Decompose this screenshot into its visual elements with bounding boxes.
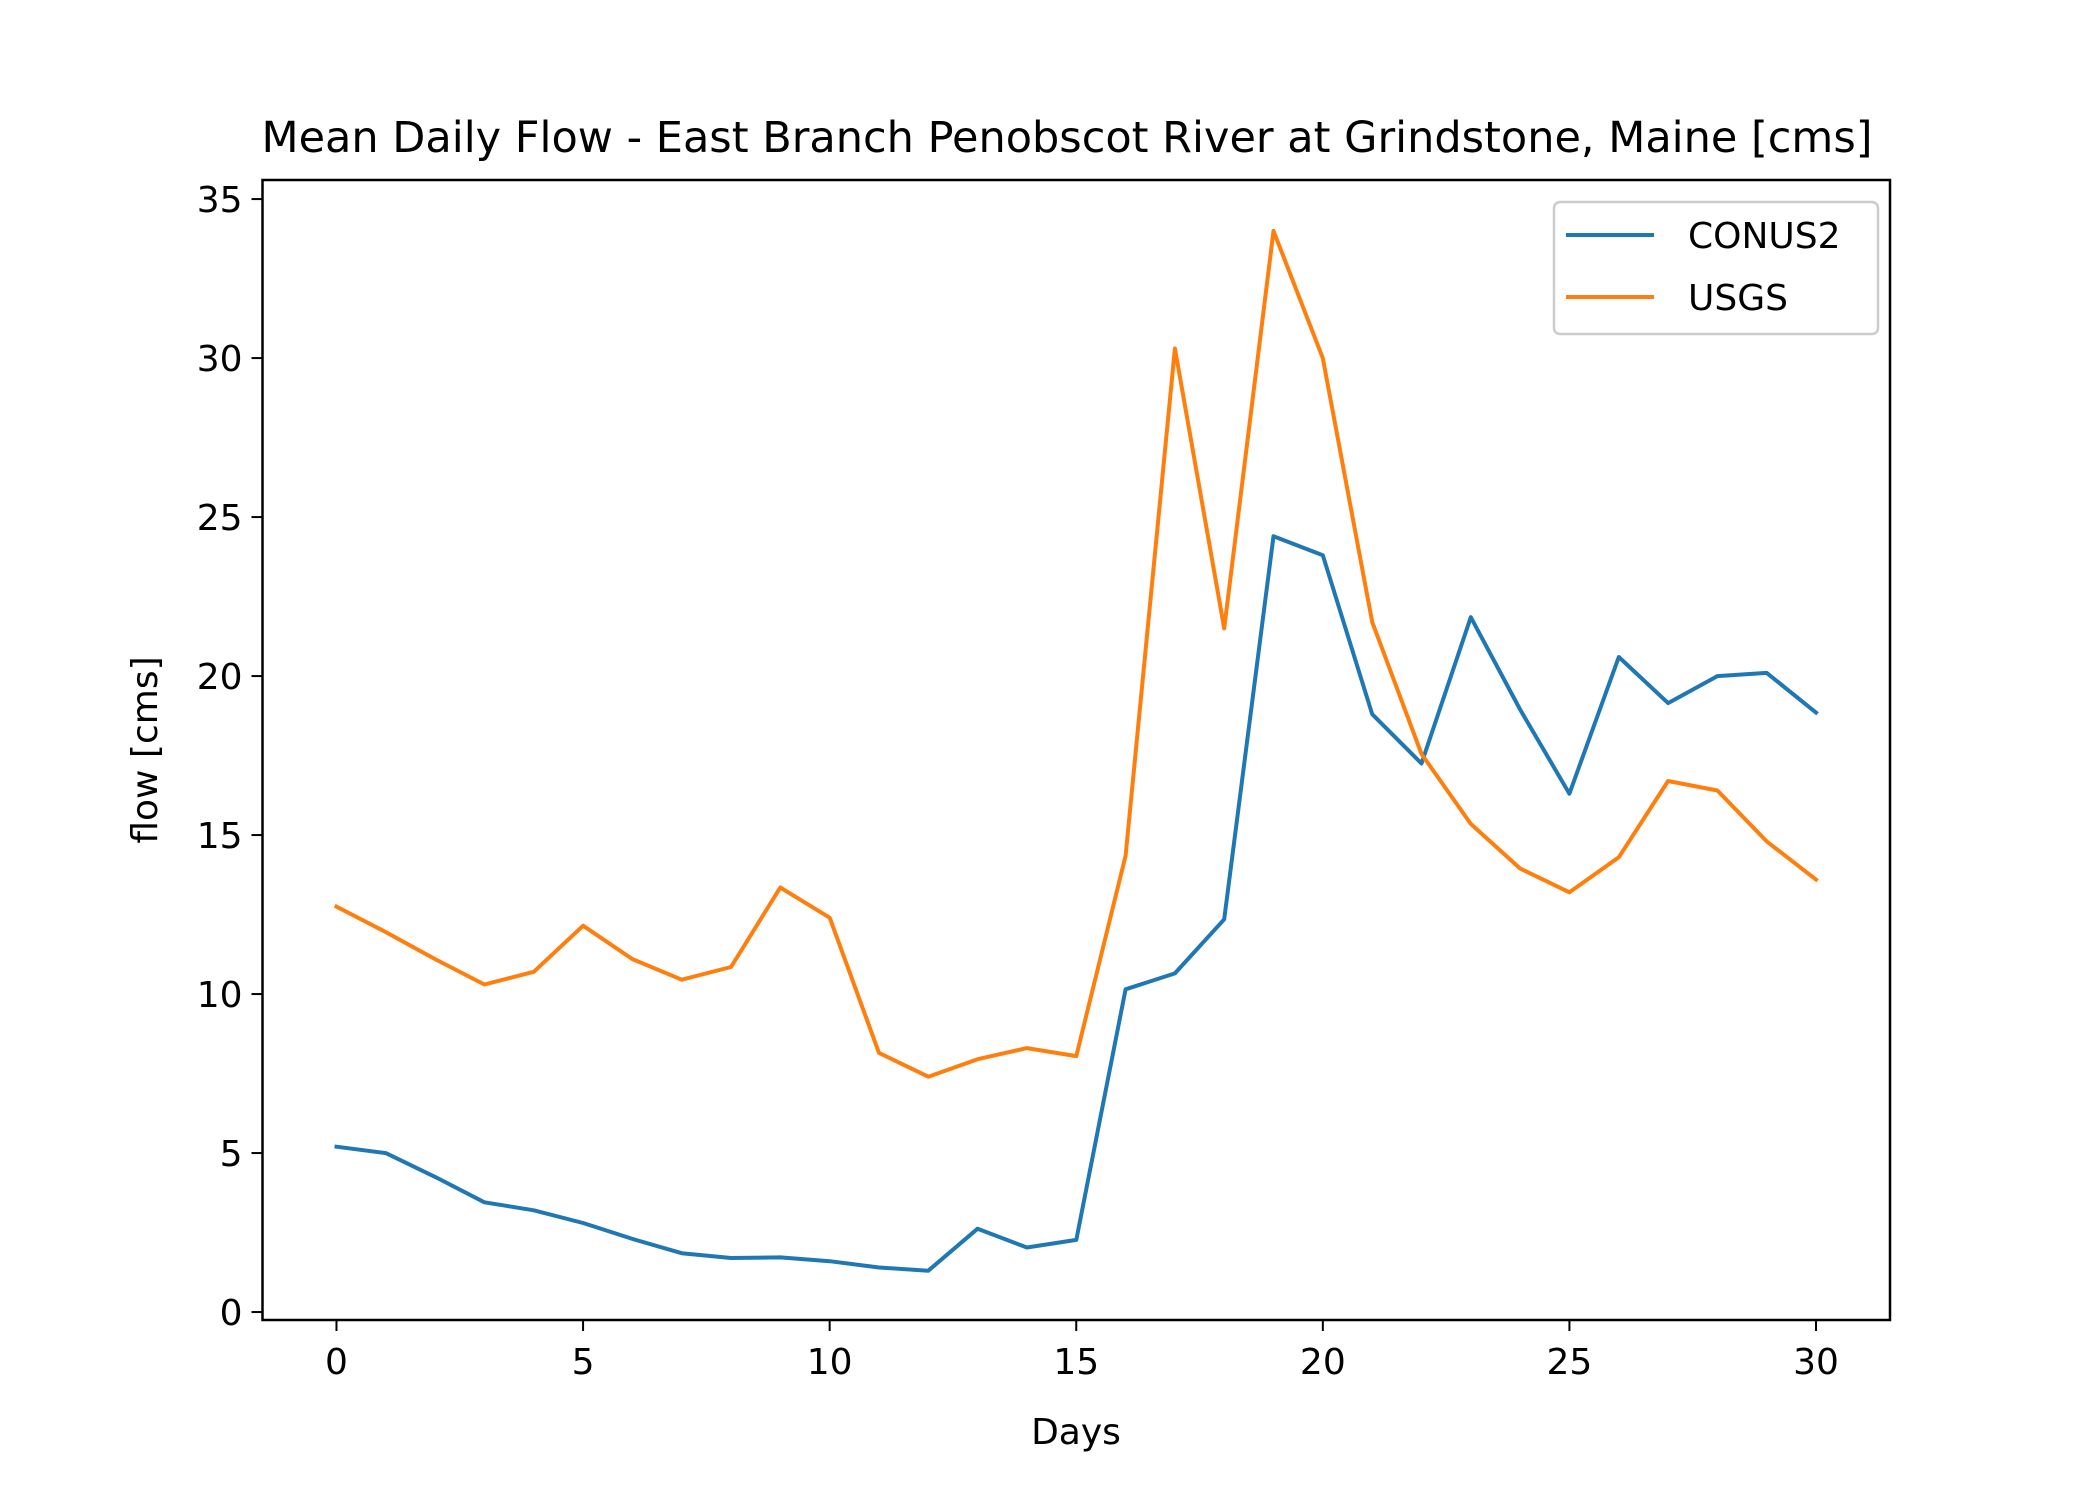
y-tick-label: 5 bbox=[220, 1134, 243, 1175]
x-tick-label: 25 bbox=[1547, 1342, 1593, 1383]
x-tick-label: 15 bbox=[1053, 1342, 1099, 1383]
y-tick-label: 35 bbox=[197, 180, 243, 221]
x-tick-label: 30 bbox=[1793, 1342, 1839, 1383]
x-tick-label: 0 bbox=[325, 1342, 348, 1383]
axis-ticks: 0 5 10 15 20 25 30 0 5 10 15 20 25 30 35 bbox=[197, 180, 1839, 1383]
x-tick-label: 5 bbox=[572, 1342, 595, 1383]
y-tick-label: 25 bbox=[197, 498, 243, 539]
legend-label-conus2: CONUS2 bbox=[1688, 216, 1841, 257]
x-axis-label: Days bbox=[1031, 1412, 1121, 1453]
legend: CONUS2 USGS bbox=[1552, 200, 1880, 336]
series-lines bbox=[333, 228, 1819, 1273]
series-line-usgs bbox=[333, 228, 1819, 1079]
x-tick-label: 10 bbox=[807, 1342, 853, 1383]
legend-label-usgs: USGS bbox=[1688, 278, 1788, 319]
y-tick-label: 20 bbox=[197, 657, 243, 698]
x-tick-label: 20 bbox=[1300, 1342, 1346, 1383]
y-axis-label: flow [cms] bbox=[125, 656, 166, 843]
y-tick-label: 30 bbox=[197, 339, 243, 380]
chart-title: Mean Daily Flow - East Branch Penobscot … bbox=[261, 113, 1872, 163]
y-tick-label: 0 bbox=[220, 1293, 243, 1334]
plot-area-frame bbox=[261, 178, 1892, 1322]
y-tick-label: 15 bbox=[197, 816, 243, 857]
series-line-conus2 bbox=[334, 534, 1819, 1273]
y-tick-label: 10 bbox=[197, 975, 243, 1016]
